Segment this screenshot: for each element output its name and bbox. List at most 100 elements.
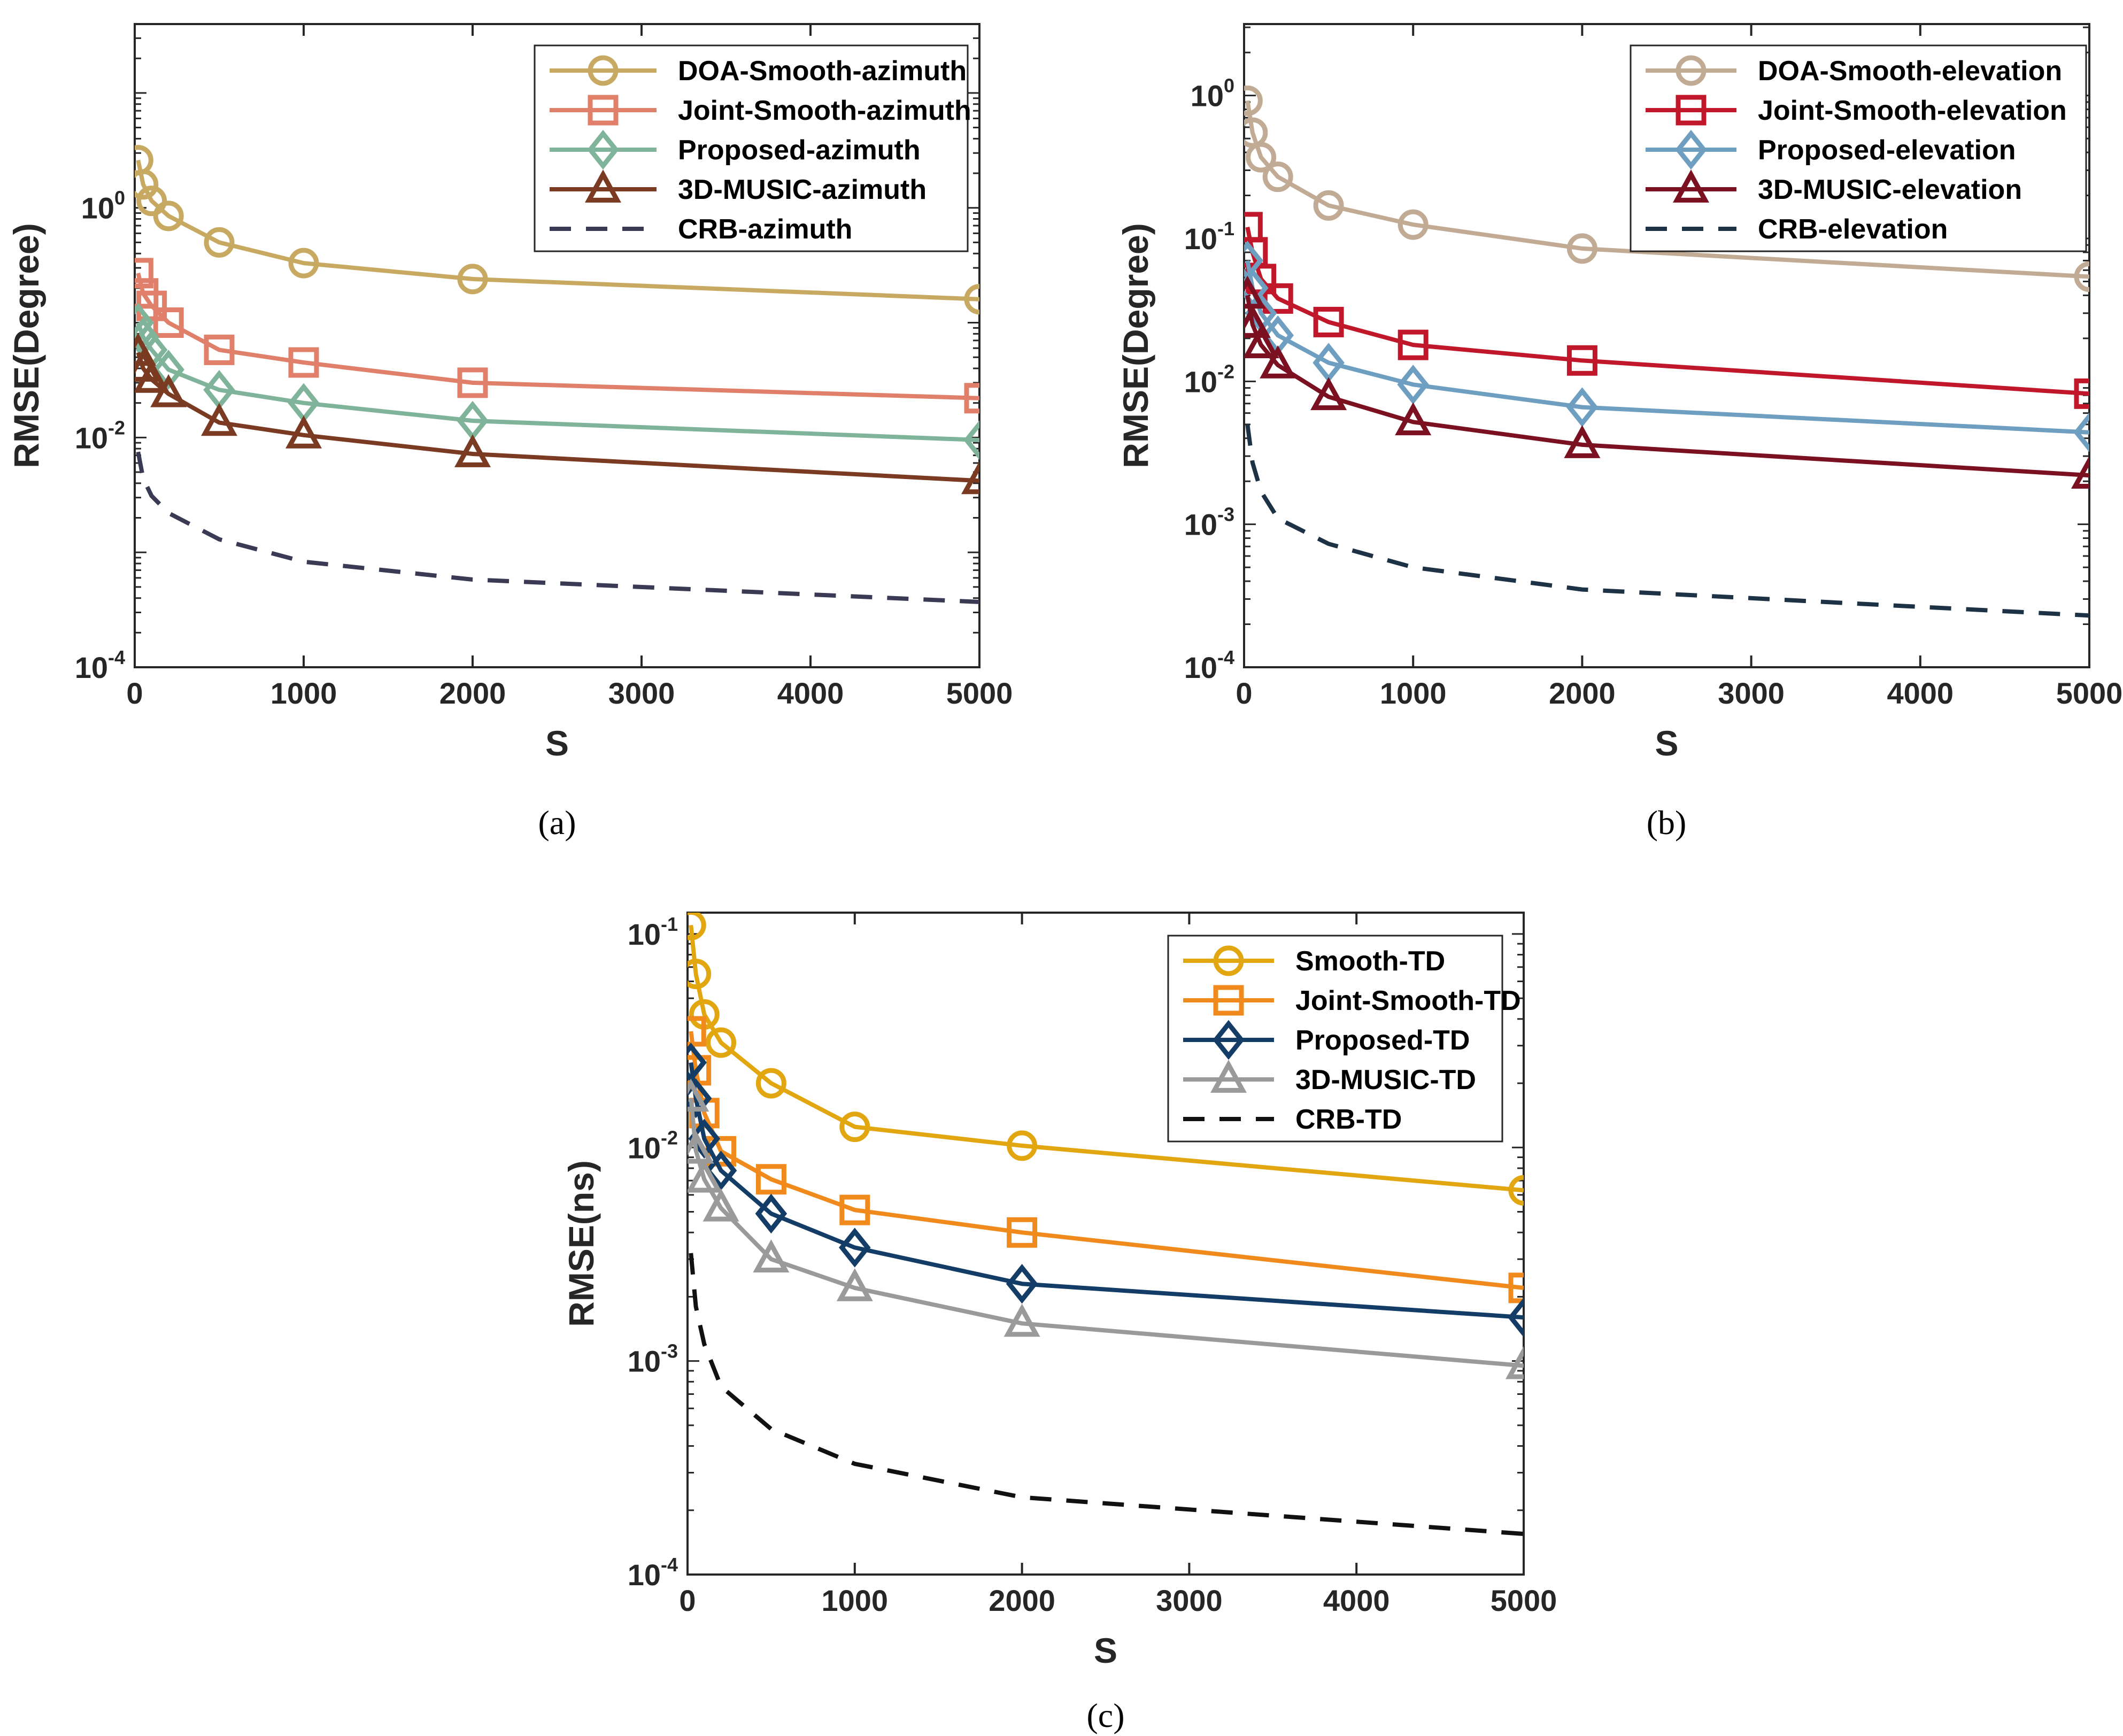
data-point	[1397, 365, 1429, 405]
y-axis-label: RMSE(ns)	[561, 1160, 601, 1327]
data-point	[1508, 1297, 1524, 1338]
data-point	[204, 227, 235, 258]
panel-c: 0 1000 2000 3000 4000 5000 10-4 10-3 10-2 10-1 S RM…	[561, 912, 1557, 1734]
data-point	[1505, 1346, 1524, 1379]
data-point	[964, 284, 979, 315]
legend-label: Smooth-TD	[1295, 946, 1445, 977]
data-point	[1313, 306, 1344, 337]
y-axis-label: RMSE(Degree)	[6, 223, 46, 468]
y-tick-label: 10-4	[75, 646, 125, 684]
y-tick-label: 10-2	[628, 1127, 678, 1164]
legend-marker	[588, 55, 619, 86]
data-point	[200, 403, 238, 436]
legend-marker	[1213, 945, 1244, 976]
legend-marker	[1213, 1020, 1245, 1060]
data-point	[288, 248, 319, 279]
data-point	[688, 1016, 706, 1047]
data-point	[1244, 325, 1279, 358]
data-point	[688, 1078, 709, 1112]
data-point	[153, 307, 184, 338]
series-line	[1245, 424, 2089, 618]
data-point	[963, 420, 979, 460]
x-tick-label: 4000	[1323, 1584, 1390, 1617]
data-point	[1313, 190, 1344, 221]
series-line	[1245, 295, 2089, 478]
x-axis-label: S	[1655, 723, 1678, 763]
x-tick-label: 3000	[1156, 1584, 1223, 1617]
data-point	[702, 1188, 739, 1222]
x-axis-label: S	[1094, 1631, 1117, 1670]
legend: DOA-Smooth-elevation Joint-Smooth-elevati…	[1630, 44, 2087, 252]
legend-marker	[588, 95, 619, 126]
x-tick-label: 2000	[989, 1584, 1055, 1617]
series-Smooth-TD	[688, 913, 1524, 1206]
legend-marker	[1676, 55, 1707, 86]
x-tick-label: 4000	[1887, 676, 1954, 710]
legend-marker	[1210, 1060, 1247, 1093]
legend: DOA-Smooth-azimuth Joint-Smooth-azimuth Pr…	[534, 44, 971, 252]
y-tick-label: 10-1	[628, 913, 678, 951]
legend-label: CRB-azimuth	[678, 214, 852, 245]
data-point	[1262, 161, 1293, 192]
data-point	[706, 1027, 737, 1058]
legend-marker	[1213, 985, 1244, 1016]
data-point	[836, 1268, 873, 1301]
data-point	[688, 1078, 712, 1118]
x-tick-label: 1000	[1380, 676, 1447, 710]
legend-label: CRB-elevation	[1758, 214, 1948, 245]
series-CRB-elevation	[1245, 424, 2089, 618]
legend: Smooth-TD Joint-Smooth-TD Proposed-TD 3D-MU…	[1167, 935, 1521, 1143]
y-tick-label: 10-4	[1184, 646, 1234, 684]
data-point	[753, 1239, 790, 1272]
data-point	[1244, 275, 1266, 309]
data-point	[1508, 1272, 1524, 1303]
data-point	[1398, 329, 1429, 360]
legend-label: 3D-MUSIC-azimuth	[678, 174, 927, 205]
y-tick-label: 10-3	[628, 1340, 678, 1378]
data-point	[705, 1151, 737, 1191]
data-point	[204, 334, 235, 365]
series-3D-MUSIC-TD	[688, 1078, 1524, 1379]
x-tick-label: 3000	[1718, 676, 1785, 710]
data-point	[688, 959, 712, 990]
data-point	[2074, 378, 2089, 409]
data-point	[2071, 456, 2089, 489]
y-tick-label: 10-4	[628, 1554, 678, 1592]
data-point	[1007, 1217, 1038, 1248]
data-point	[839, 1228, 871, 1268]
x-tick-label: 1000	[271, 676, 337, 710]
x-tick-label: 2000	[439, 676, 506, 710]
series-DOA-Smooth-azimuth	[135, 145, 979, 315]
panel-caption: (c)	[1086, 1696, 1124, 1734]
series-line	[1245, 100, 2089, 279]
data-point	[457, 367, 488, 398]
x-tick-label: 0	[1236, 676, 1252, 710]
x-axis-label: S	[545, 723, 569, 763]
data-point	[1398, 209, 1429, 240]
data-point	[2073, 412, 2089, 452]
data-point	[1566, 233, 1597, 264]
series-3D-MUSIC-elevation	[1244, 275, 2089, 489]
x-tick-label: 3000	[608, 676, 675, 710]
legend-label: DOA-Smooth-azimuth	[678, 56, 967, 87]
data-point	[136, 186, 167, 217]
x-tick-label: 5000	[1491, 1584, 1557, 1617]
panel-caption: (b)	[1647, 804, 1687, 842]
data-point	[1003, 1303, 1040, 1337]
series-3D-MUSIC-azimuth	[135, 333, 979, 495]
data-point	[1310, 377, 1347, 411]
data-point	[688, 1159, 723, 1193]
x-tick-label: 4000	[777, 676, 844, 710]
data-point	[1260, 345, 1296, 379]
legend-marker	[1675, 129, 1707, 170]
legend-label: 3D-MUSIC-TD	[1295, 1064, 1476, 1095]
x-tick-label: 5000	[946, 676, 1013, 710]
panel-caption: (a)	[538, 804, 576, 842]
data-point	[1564, 425, 1601, 458]
series-Proposed-TD	[688, 1043, 1524, 1338]
series-line	[689, 924, 1524, 1193]
data-point	[1244, 85, 1263, 116]
data-point	[1006, 1263, 1038, 1304]
data-point	[288, 347, 319, 378]
